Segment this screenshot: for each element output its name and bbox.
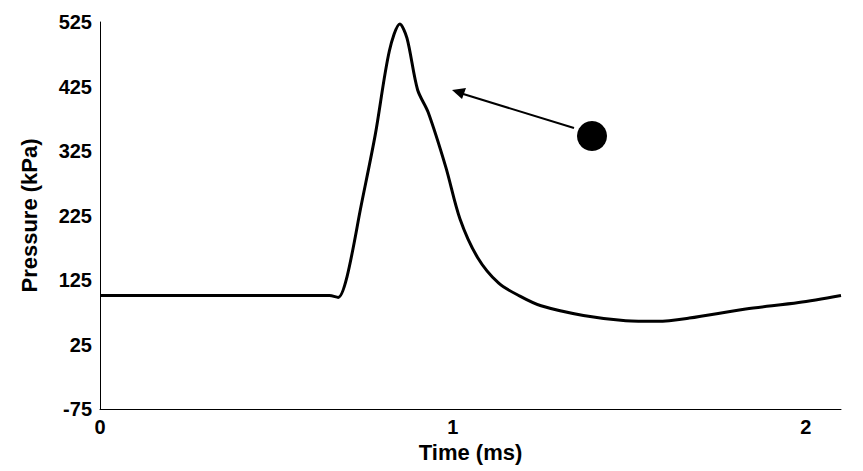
svg-text:225: 225 [59, 205, 92, 227]
svg-text:2: 2 [800, 416, 811, 438]
svg-text:Time (ms): Time (ms) [419, 440, 523, 465]
svg-text:325: 325 [59, 140, 92, 162]
svg-text:0: 0 [94, 416, 105, 438]
svg-text:425: 425 [59, 76, 92, 98]
svg-text:1: 1 [447, 416, 458, 438]
svg-text:-75: -75 [63, 398, 92, 420]
svg-text:525: 525 [59, 11, 92, 33]
svg-text:25: 25 [70, 334, 92, 356]
svg-text:125: 125 [59, 269, 92, 291]
svg-text:Pressure (kPa): Pressure (kPa) [17, 138, 42, 292]
